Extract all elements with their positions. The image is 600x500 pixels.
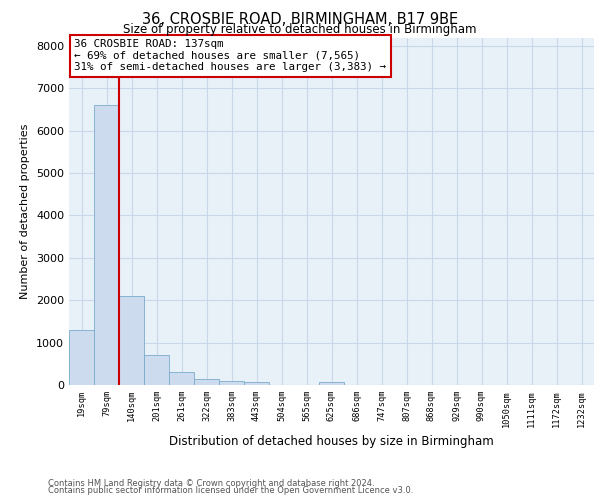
Text: 36 CROSBIE ROAD: 137sqm
← 69% of detached houses are smaller (7,565)
31% of semi: 36 CROSBIE ROAD: 137sqm ← 69% of detache… [74, 39, 386, 72]
Y-axis label: Number of detached properties: Number of detached properties [20, 124, 31, 299]
Bar [144, 356, 169, 385]
Bar [194, 380, 219, 385]
Text: 36, CROSBIE ROAD, BIRMINGHAM, B17 9BE: 36, CROSBIE ROAD, BIRMINGHAM, B17 9BE [142, 12, 458, 28]
Bar [69, 330, 94, 385]
Text: Contains public sector information licensed under the Open Government Licence v3: Contains public sector information licen… [48, 486, 413, 495]
Bar [94, 106, 119, 385]
Bar [119, 296, 144, 385]
Bar [169, 372, 194, 385]
Bar [319, 382, 344, 385]
Text: Size of property relative to detached houses in Birmingham: Size of property relative to detached ho… [123, 22, 477, 36]
X-axis label: Distribution of detached houses by size in Birmingham: Distribution of detached houses by size … [169, 435, 494, 448]
Bar [244, 382, 269, 385]
Text: Contains HM Land Registry data © Crown copyright and database right 2024.: Contains HM Land Registry data © Crown c… [48, 478, 374, 488]
Bar [219, 381, 244, 385]
